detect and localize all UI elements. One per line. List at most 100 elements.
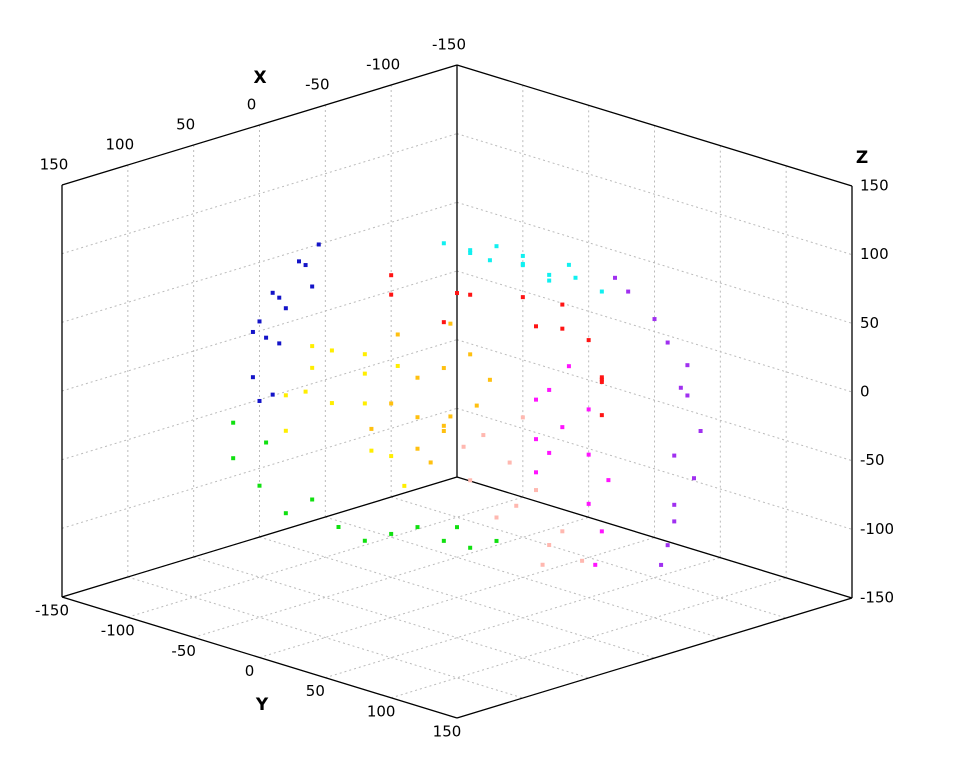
point	[415, 415, 420, 420]
box-edge	[456, 597, 853, 719]
x-tick-label: 50	[176, 116, 195, 134]
point	[599, 379, 604, 384]
y-tick-label: -150	[35, 602, 69, 620]
point	[547, 278, 552, 283]
box-edge	[61, 64, 458, 186]
point	[369, 448, 374, 453]
point	[277, 341, 282, 346]
point	[659, 562, 664, 567]
point	[494, 515, 499, 520]
point	[540, 562, 545, 567]
point	[283, 511, 288, 516]
point	[395, 332, 400, 337]
y-tick-label: -50	[171, 642, 196, 660]
point	[698, 429, 703, 433]
x-tick-label: -100	[366, 56, 400, 74]
point	[369, 426, 374, 431]
point	[534, 437, 538, 442]
point	[560, 529, 565, 534]
point	[389, 401, 394, 406]
point	[560, 302, 565, 307]
point	[257, 398, 262, 403]
y-tick-label: 150	[433, 723, 462, 741]
point	[547, 543, 552, 548]
point	[665, 543, 670, 548]
point	[468, 478, 473, 483]
grid-line	[127, 496, 523, 618]
point	[468, 352, 473, 357]
point	[448, 321, 453, 326]
point	[520, 263, 525, 268]
point	[283, 306, 288, 311]
point	[573, 275, 578, 280]
point	[257, 319, 262, 324]
point	[389, 292, 394, 297]
point	[264, 440, 269, 445]
point	[441, 429, 446, 433]
grid-line	[391, 496, 787, 619]
grid-line	[456, 339, 853, 462]
point	[441, 538, 446, 543]
point	[270, 290, 275, 295]
point	[231, 420, 236, 425]
point	[586, 407, 591, 412]
point	[586, 452, 591, 457]
grid-line	[61, 201, 458, 323]
point	[264, 335, 269, 340]
point	[329, 401, 334, 406]
point	[303, 389, 308, 394]
point	[297, 259, 301, 264]
point	[494, 538, 499, 543]
point	[547, 272, 552, 277]
box-edge	[61, 476, 458, 598]
point	[652, 317, 657, 322]
grid-line	[61, 407, 458, 529]
grid-line	[193, 516, 589, 638]
point	[560, 326, 565, 331]
grid-line	[259, 537, 655, 658]
point	[678, 385, 683, 390]
point	[250, 329, 255, 334]
point	[580, 558, 585, 563]
point	[277, 295, 282, 300]
point	[547, 450, 552, 455]
x-axis-title: X	[253, 68, 266, 88]
point	[487, 377, 492, 382]
x-tick-label: 100	[106, 136, 135, 154]
point	[310, 284, 315, 289]
z-tick-label: -50	[860, 451, 885, 469]
x-tick-label: 0	[247, 96, 257, 114]
point	[402, 483, 407, 488]
x-tick-label: -50	[305, 76, 330, 94]
point	[303, 263, 308, 268]
point	[362, 352, 367, 357]
point	[448, 414, 453, 419]
point	[310, 497, 315, 502]
point	[441, 423, 446, 428]
point	[389, 273, 394, 278]
point	[520, 415, 525, 420]
point	[468, 545, 473, 550]
z-tick-label: 50	[860, 314, 879, 332]
point	[461, 444, 466, 449]
point	[566, 364, 571, 369]
z-tick-label: 150	[860, 177, 889, 195]
point	[560, 425, 565, 430]
point	[441, 320, 446, 325]
grid-line	[61, 133, 458, 255]
grid-line	[325, 557, 721, 679]
point	[415, 525, 420, 530]
point	[310, 344, 315, 349]
point	[566, 262, 571, 267]
point	[672, 453, 677, 458]
point	[534, 324, 538, 329]
z-tick-label: -100	[860, 520, 894, 538]
point	[520, 253, 525, 258]
point	[494, 244, 499, 249]
point	[231, 456, 236, 461]
z-tick-label: 100	[860, 245, 889, 263]
point	[599, 375, 604, 380]
point	[547, 387, 552, 392]
point	[586, 501, 591, 506]
